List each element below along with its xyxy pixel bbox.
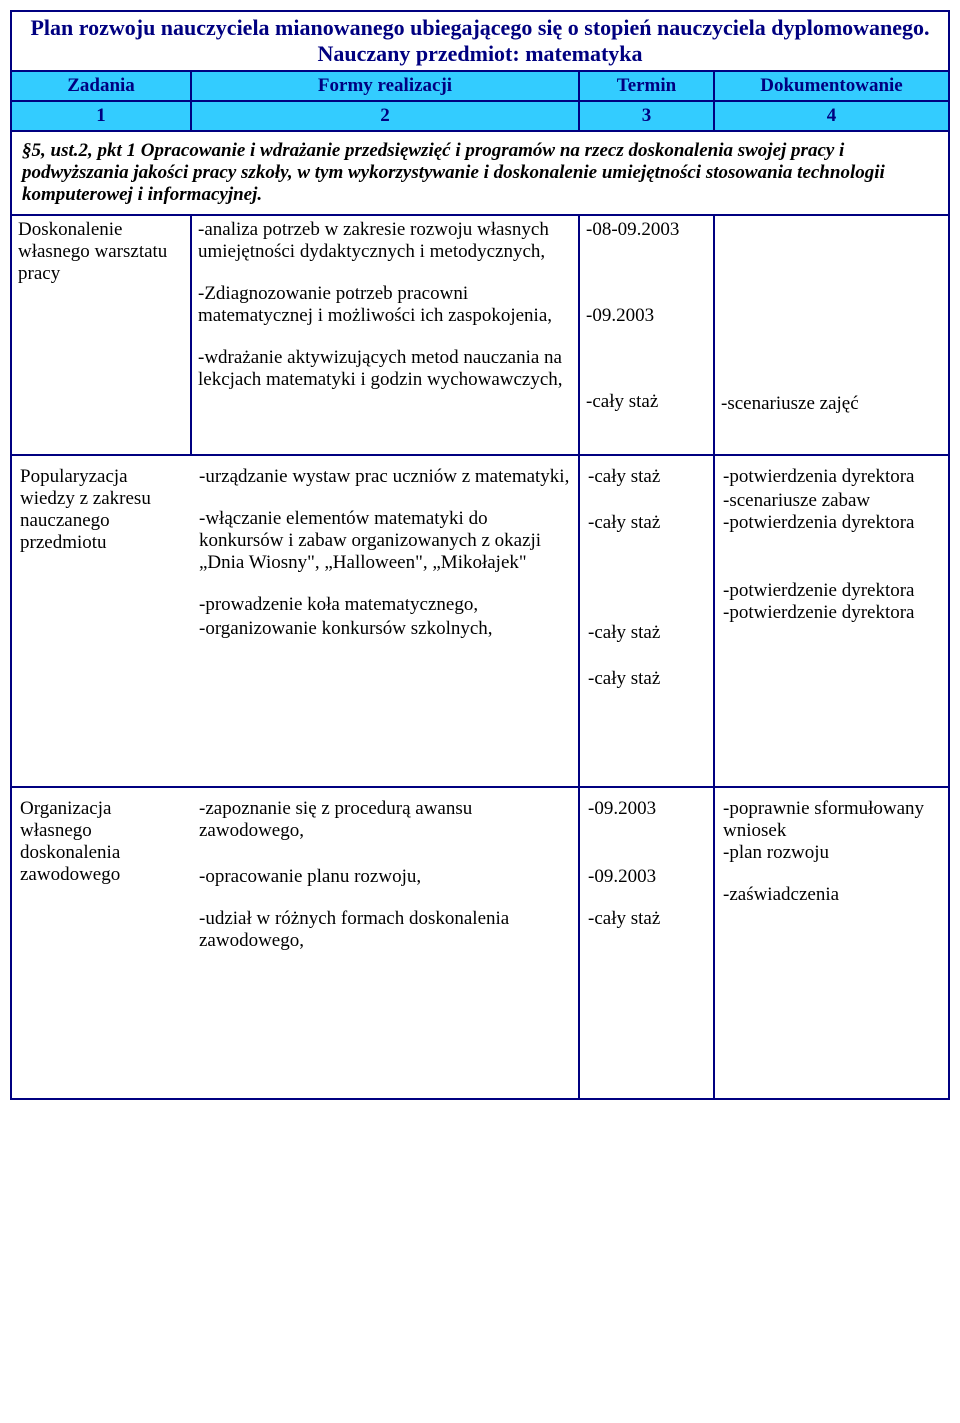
termin-pop-org: -cały staż -cały staż -cały staż -cały s… xyxy=(579,455,714,1099)
formy-pop-org: -urządzanie wystaw prac uczniów z matema… xyxy=(191,455,579,1099)
termin-pop: -cały staż -cały staż -cały staż -cały s… xyxy=(580,456,713,787)
t-kolo: -cały staż xyxy=(588,622,705,644)
plan-table: Plan rozwoju nauczyciela mianowanego ubi… xyxy=(10,10,950,1100)
row-popularyzacja: Popularyzacja wiedzy z zakresu nauczaneg… xyxy=(11,455,949,1099)
t-urzadzanie: -cały staż xyxy=(588,466,705,488)
task-popularyzacja: Popularyzacja wiedzy z zakresu nauczaneg… xyxy=(12,456,191,787)
dok-doskonalenie: -scenariusze zajęć xyxy=(714,215,949,455)
termin-doskonalenie: -08-09.2003 -09.2003 -cały staż xyxy=(579,215,714,455)
f-opracowanie: -opracowanie planu rozwoju, xyxy=(199,866,570,888)
task-organizacja: Organizacja własnego doskonalenia zawodo… xyxy=(12,787,191,1098)
d-potwierdzenia-1: -potwierdzenia dyrektora xyxy=(723,466,940,488)
termin-org: -09.2003 -09.2003 -cały staż xyxy=(580,787,713,1098)
num-2: 2 xyxy=(191,101,579,131)
f-wdrazanie: -wdrażanie aktywizujących metod nauczani… xyxy=(198,347,572,391)
task-pop-org: Popularyzacja wiedzy z zakresu nauczaneg… xyxy=(11,455,191,1099)
d-zaswiadczenia: -zaświadczenia xyxy=(723,884,940,906)
t-udzial: -cały staż xyxy=(588,908,705,930)
section-5-rest: Opracowanie i wdrażanie przedsięwzięć i … xyxy=(22,140,885,205)
t-zapoznanie: -09.2003 xyxy=(588,798,705,820)
formy-org: -zapoznanie się z procedurą awansu zawod… xyxy=(191,787,578,1098)
section-5-cell: §5, ust.2, pkt 1 Opracowanie i wdrażanie… xyxy=(11,131,949,215)
section-5-lead: §5, ust.2, pkt 1 xyxy=(22,140,136,161)
title-line-1: Plan rozwoju nauczyciela mianowanego ubi… xyxy=(18,15,942,41)
header-formy: Formy realizacji xyxy=(191,71,579,101)
f-urzadzanie: -urządzanie wystaw prac uczniów z matema… xyxy=(199,466,570,488)
title-cell: Plan rozwoju nauczyciela mianowanego ubi… xyxy=(11,11,949,71)
f-analiza: -analiza potrzeb w zakresie rozwoju włas… xyxy=(198,219,572,263)
title-row: Plan rozwoju nauczyciela mianowanego ubi… xyxy=(11,11,949,71)
formy-inner-table: -urządzanie wystaw prac uczniów z matema… xyxy=(191,456,578,1098)
t-konkursy: -cały staż xyxy=(588,668,705,690)
d-potwierdzenie-3: -potwierdzenie dyrektora xyxy=(723,580,940,602)
header-row: Zadania Formy realizacji Termin Dokument… xyxy=(11,71,949,101)
f-wlaczanie: -włączanie elementów matematyki do konku… xyxy=(199,508,570,574)
termin-inner-table: -cały staż -cały staż -cały staż -cały s… xyxy=(580,456,713,1098)
f-zapoznanie: -zapoznanie się z procedurą awansu zawod… xyxy=(199,798,570,842)
title-line-2: Nauczany przedmiot: matematyka xyxy=(18,41,942,67)
f-udzial: -udział w różnych formach doskonalenia z… xyxy=(199,908,570,952)
section-5-row: §5, ust.2, pkt 1 Opracowanie i wdrażanie… xyxy=(11,131,949,215)
header-zadania: Zadania xyxy=(11,71,191,101)
d-scenariusze: -scenariusze zajęć xyxy=(721,393,942,415)
header-dokumentowanie: Dokumentowanie xyxy=(714,71,949,101)
dok-inner-table: -potwierdzenia dyrektora -scenariusze za… xyxy=(715,456,948,1098)
t-zdiagnozowanie: -09.2003 xyxy=(586,305,707,327)
formy-doskonalenie: -analiza potrzeb w zakresie rozwoju włas… xyxy=(191,215,579,455)
dok-pop: -potwierdzenia dyrektora -scenariusze za… xyxy=(715,456,948,787)
t-wlaczanie: -cały staż xyxy=(588,512,705,534)
f-zdiagnozowanie: -Zdiagnozowanie potrzeb pracowni matemat… xyxy=(198,283,572,327)
number-row: 1 2 3 4 xyxy=(11,101,949,131)
num-1: 1 xyxy=(11,101,191,131)
f-konkursy: -organizowanie konkursów szkolnych, xyxy=(199,618,570,640)
t-analiza: -08-09.2003 xyxy=(586,219,707,241)
header-termin: Termin xyxy=(579,71,714,101)
task-inner-table: Popularyzacja wiedzy z zakresu nauczaneg… xyxy=(12,456,191,1098)
formy-pop: -urządzanie wystaw prac uczniów z matema… xyxy=(191,456,578,787)
num-3: 3 xyxy=(579,101,714,131)
dok-org: -poprawnie sformułowany wniosek -plan ro… xyxy=(715,787,948,1098)
d-wniosek: -poprawnie sformułowany wniosek xyxy=(723,798,940,842)
d-scen-potw: -scenariusze zabaw -potwierdzenia dyrekt… xyxy=(723,490,940,534)
row-doskonalenie: Doskonalenie własnego warsztatu pracy -a… xyxy=(11,215,949,455)
dok-pop-org: -potwierdzenia dyrektora -scenariusze za… xyxy=(714,455,949,1099)
num-4: 4 xyxy=(714,101,949,131)
t-opracowanie: -09.2003 xyxy=(588,866,705,888)
f-kolo: -prowadzenie koła matematycznego, xyxy=(199,594,570,616)
d-plan: -plan rozwoju xyxy=(723,842,940,864)
task-doskonalenie: Doskonalenie własnego warsztatu pracy xyxy=(11,215,191,455)
t-wdrazanie: -cały staż xyxy=(586,391,707,413)
d-potwierdzenie-4: -potwierdzenie dyrektora xyxy=(723,602,940,624)
